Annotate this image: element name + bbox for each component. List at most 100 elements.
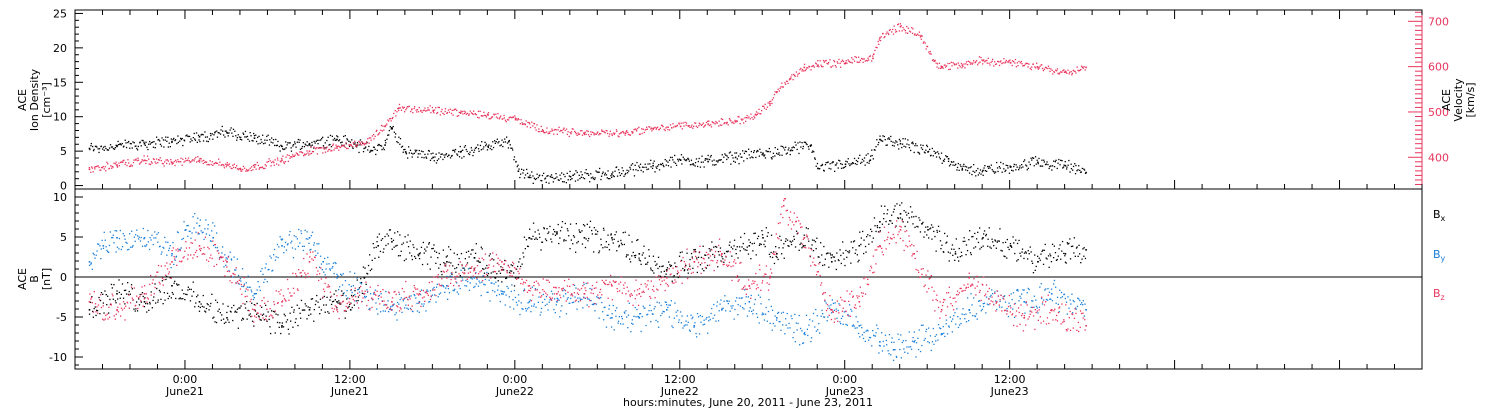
bx-series-point [194, 306, 196, 308]
bx-series-point [237, 327, 239, 329]
by-series-point [767, 310, 770, 313]
velocity-series-point [111, 167, 113, 169]
bz-series-point [338, 317, 340, 320]
bz-series-point [361, 301, 363, 303]
bz-series-point [273, 303, 276, 306]
ion-density-series-point [993, 171, 995, 173]
bx-series-point [138, 298, 140, 300]
bx-series-point [770, 234, 773, 236]
velocity-series-point [951, 65, 953, 67]
velocity-series-point [457, 115, 460, 117]
velocity-series-point [471, 112, 473, 115]
by-series-point [642, 305, 644, 307]
ion-density-series-point [805, 143, 807, 145]
velocity-series-point [807, 67, 809, 69]
bx-series-point [1006, 257, 1008, 259]
bx-series-point [100, 292, 103, 294]
ion-density-series-point [207, 140, 209, 143]
bz-series-point [275, 290, 277, 292]
velocity-series-point [808, 65, 810, 67]
ion-density-series-point [299, 148, 302, 150]
ion-density-series-point [777, 148, 779, 150]
bx-series-point [543, 227, 545, 229]
bx-series-point [958, 260, 960, 262]
by-series-point [943, 332, 945, 334]
bx-series-point [747, 253, 750, 255]
ion-density-series-point [399, 143, 401, 145]
bx-series-point [1042, 249, 1044, 251]
ion-density-series-point [504, 141, 507, 143]
ion-density-series-point [561, 172, 563, 174]
bz-series-point [332, 310, 335, 313]
by-series-point [191, 232, 193, 234]
bx-series-point [413, 246, 415, 249]
by-series-point [321, 269, 323, 271]
by-series-point [88, 261, 91, 263]
by-series-point [636, 308, 638, 311]
ion-density-series-point [558, 179, 560, 181]
ion-density-series-point [211, 133, 213, 135]
bx-series-point [375, 246, 377, 248]
velocity-series-point [1024, 63, 1027, 65]
velocity-series-point [365, 143, 367, 145]
ion-density-series-point [851, 163, 853, 165]
by-series-point [904, 351, 906, 353]
velocity-series-point [1074, 70, 1076, 73]
by-series-point [748, 301, 751, 303]
velocity-series-point [538, 128, 540, 130]
by-series-point [547, 309, 549, 311]
by-series-point [575, 287, 577, 289]
bx-series-point [922, 221, 924, 224]
by-series-point [669, 304, 671, 306]
bx-series-point [818, 256, 820, 258]
by-series-point [495, 281, 497, 283]
by-series-point [869, 337, 872, 339]
ion-density-series-point [725, 154, 727, 156]
bx-series-point [158, 289, 161, 292]
bz-series-point [142, 305, 144, 307]
y-tick-label-left: 25 [53, 7, 67, 20]
by-series-point [587, 298, 589, 300]
bx-series-point [650, 269, 652, 271]
bx-series-point [977, 231, 979, 233]
by-series-point [497, 289, 499, 291]
by-series-point [1069, 299, 1071, 301]
by-series-point [399, 299, 401, 301]
bx-series-point [199, 306, 201, 309]
bx-series-point [589, 220, 592, 222]
by-series-point [802, 342, 805, 344]
by-series-point [661, 312, 663, 314]
bx-series-point [96, 310, 99, 312]
ion-density-series-point [786, 152, 788, 154]
by-series-point [1080, 303, 1082, 306]
ion-density-series-point [590, 173, 592, 175]
by-series-point [863, 331, 865, 334]
bz-series-point [181, 260, 183, 262]
ion-density-series-point [412, 153, 414, 155]
velocity-series-point [483, 111, 485, 113]
ion-density-series-point [923, 151, 926, 153]
bx-series-point [241, 319, 243, 321]
velocity-series-point [708, 124, 710, 127]
velocity-series-point [103, 168, 105, 170]
by-series-point [903, 348, 905, 350]
by-series-point [938, 327, 941, 329]
ion-density-series-point [223, 134, 225, 136]
ion-density-series-point [268, 144, 271, 146]
velocity-series-point [221, 163, 223, 166]
by-series-point [380, 293, 382, 295]
bz-series-point [155, 275, 157, 277]
bx-series-point [342, 292, 344, 295]
bx-series-point [568, 235, 570, 237]
ion-density-series-point [571, 178, 573, 180]
ion-density-series-point [1077, 169, 1079, 171]
by-series-point [338, 289, 340, 291]
by-series-point [978, 300, 980, 302]
by-series-point [263, 281, 265, 283]
velocity-series-point [751, 116, 753, 119]
by-series-point [875, 332, 877, 334]
by-series-point [255, 293, 257, 295]
ion-density-series-point [154, 147, 156, 149]
bx-series-point [490, 272, 492, 274]
by-series-point [172, 241, 174, 244]
